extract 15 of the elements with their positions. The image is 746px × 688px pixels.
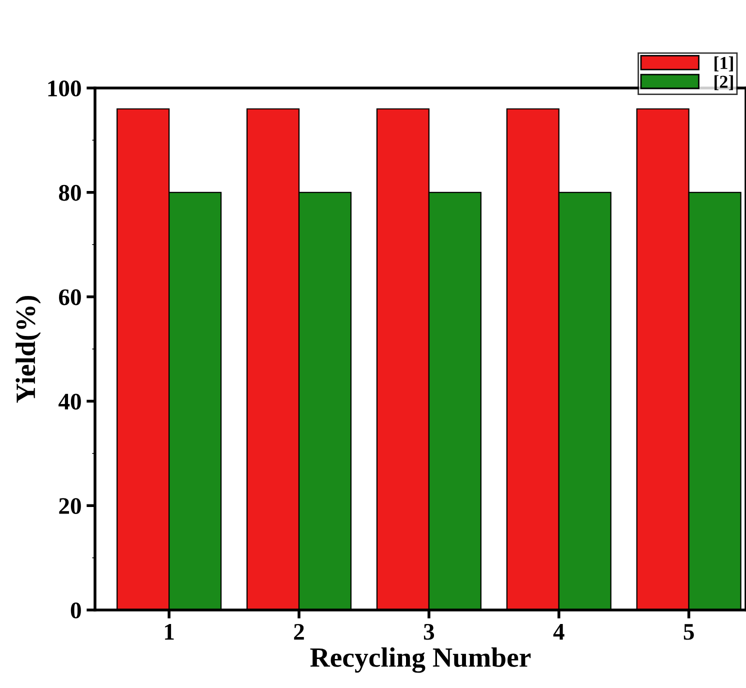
y-tick-label: 40: [58, 394, 81, 410]
legend-label: [1]: [714, 56, 733, 72]
y-tick-label: 100: [48, 80, 81, 96]
y-tick-label: 20: [59, 498, 81, 514]
y-tick-label: 80: [58, 184, 81, 201]
x-tick-label: 3: [424, 624, 434, 640]
x-tick-label: 1: [165, 624, 174, 640]
x-tick-label: 5: [684, 624, 694, 640]
y-axis-title: Yield(%): [16, 296, 41, 403]
x-axis-title: Recycling Number: [310, 647, 531, 673]
legend-label: [2]: [714, 75, 733, 90]
x-tick-label: 4: [553, 624, 564, 640]
y-tick-label: 60: [59, 289, 81, 306]
x-tick-label: 2: [294, 624, 304, 640]
y-tick-label: 0: [70, 602, 81, 618]
